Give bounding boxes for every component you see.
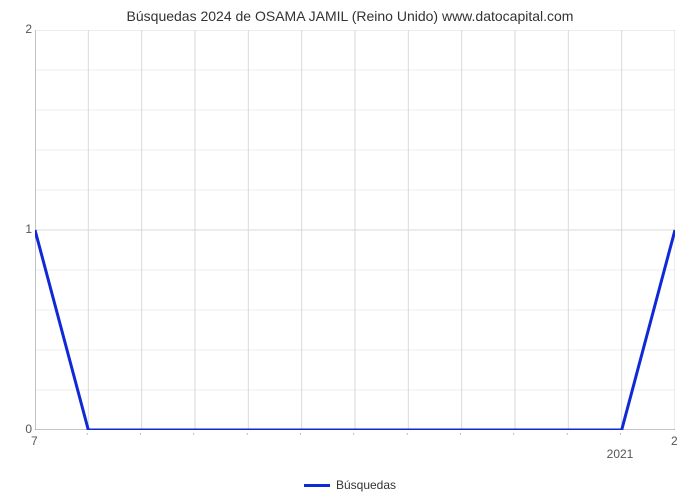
x-axis-year-label: 2021: [607, 447, 634, 461]
x-tick-mark: ': [246, 432, 248, 441]
x-tick-mark: ': [460, 432, 462, 441]
x-tick-mark: ': [193, 432, 195, 441]
y-tick-label: 2: [18, 22, 32, 36]
x-tick-mark: ': [566, 432, 568, 441]
x-tick-mark: ': [353, 432, 355, 441]
chart-svg: [35, 30, 675, 430]
legend-label: Búsquedas: [336, 478, 396, 492]
x-tick-mark: ': [300, 432, 302, 441]
y-tick-label: 0: [18, 422, 32, 436]
chart-title: Búsquedas 2024 de OSAMA JAMIL (Reino Uni…: [0, 8, 700, 24]
x-tick-label-left: 7: [31, 434, 38, 448]
legend-swatch: [304, 484, 330, 487]
x-tick-mark: ': [406, 432, 408, 441]
x-tick-label-right: 2: [671, 434, 678, 448]
legend-item: Búsquedas: [304, 478, 396, 492]
x-tick-mark: ': [513, 432, 515, 441]
x-tick-mark: ': [140, 432, 142, 441]
x-tick-mark: ': [86, 432, 88, 441]
x-tick-mark: ': [620, 432, 622, 441]
legend: Búsquedas: [0, 474, 700, 493]
chart-container: Búsquedas 2024 de OSAMA JAMIL (Reino Uni…: [0, 0, 700, 500]
plot-area: [35, 30, 675, 430]
y-tick-label: 1: [18, 222, 32, 236]
